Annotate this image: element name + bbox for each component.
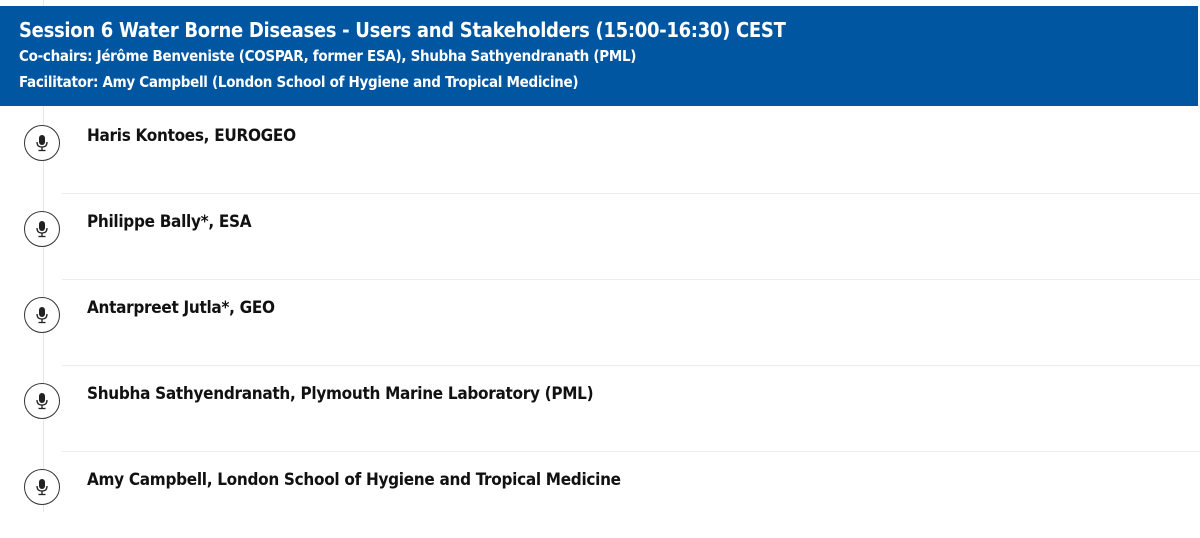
session-title: Session 6 Water Borne Diseases - Users a… (19, 18, 786, 42)
session-facilitator: Facilitator: Amy Campbell (London School… (19, 73, 579, 91)
speaker-item: Haris Kontoes, EUROGEO (0, 108, 1200, 194)
speaker-item: Philippe Bally*, ESA (0, 194, 1200, 280)
microphone-icon (24, 125, 60, 161)
speaker-name: Shubha Sathyendranath, Plymouth Marine L… (87, 384, 594, 404)
speaker-name: Amy Campbell, London School of Hygiene a… (87, 470, 621, 490)
speaker-item: Shubha Sathyendranath, Plymouth Marine L… (0, 366, 1200, 452)
microphone-icon (24, 469, 60, 505)
microphone-icon (24, 297, 60, 333)
timeline-line (43, 0, 44, 512)
divider (62, 451, 1200, 452)
session-header: Session 6 Water Borne Diseases - Users a… (0, 6, 1198, 106)
speaker-item: Amy Campbell, London School of Hygiene a… (0, 452, 1200, 538)
divider (62, 365, 1200, 366)
divider (62, 279, 1200, 280)
speaker-item: Antarpreet Jutla*, GEO (0, 280, 1200, 366)
microphone-icon (24, 211, 60, 247)
speaker-name: Haris Kontoes, EUROGEO (87, 126, 296, 146)
divider (62, 193, 1200, 194)
session-cochairs: Co-chairs: Jérôme Benveniste (COSPAR, fo… (19, 47, 637, 65)
speaker-name: Philippe Bally*, ESA (87, 212, 252, 232)
microphone-icon (24, 383, 60, 419)
speaker-name: Antarpreet Jutla*, GEO (87, 298, 275, 318)
